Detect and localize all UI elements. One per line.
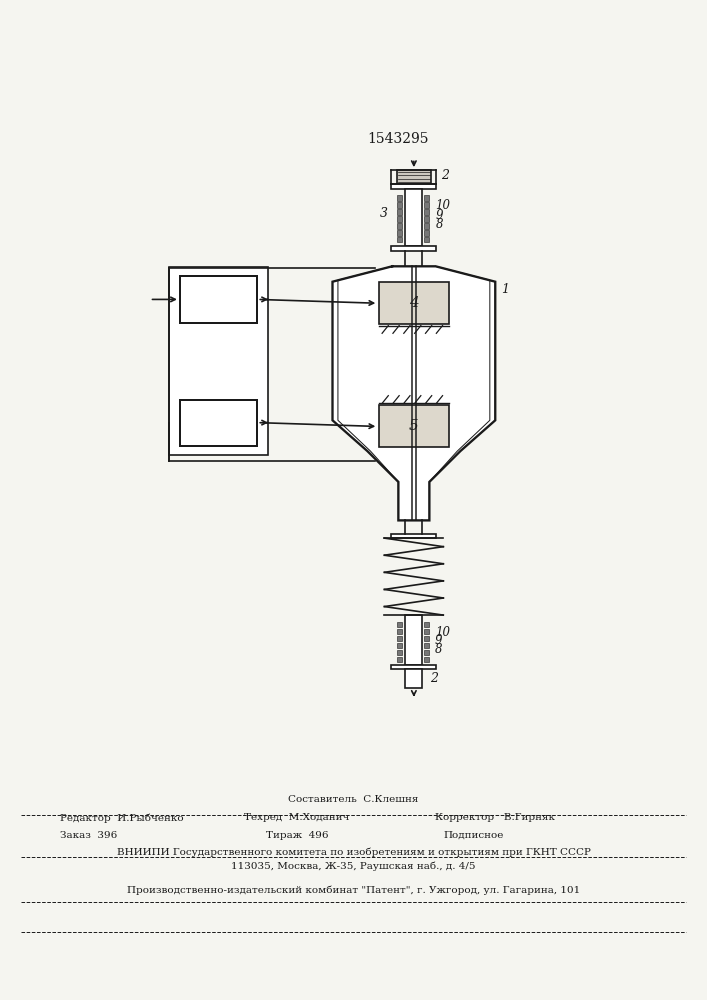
Text: 1: 1 (501, 283, 510, 296)
Bar (397, 195, 402, 201)
Text: Корректор   В.Гирняк: Корректор В.Гирняк (435, 814, 555, 822)
Text: 6: 6 (213, 290, 224, 308)
Text: 9: 9 (436, 209, 443, 222)
Text: 2: 2 (441, 169, 449, 182)
Text: Производственно-издательский комбинат "Патент", г. Ужгород, ул. Гагарина, 101: Производственно-издательский комбинат "П… (127, 885, 580, 895)
Text: Составитель  С.Клешня: Составитель С.Клешня (288, 796, 419, 804)
Bar (397, 650, 402, 655)
Text: 3: 3 (380, 207, 387, 220)
Text: 7: 7 (213, 414, 224, 432)
Bar (379, 405, 449, 447)
Bar (424, 216, 429, 222)
Bar (397, 202, 402, 208)
Text: 1543295: 1543295 (368, 132, 429, 146)
Bar (424, 237, 429, 242)
Bar (180, 276, 257, 323)
Bar (397, 170, 431, 184)
Bar (424, 622, 429, 627)
Text: 10: 10 (435, 626, 450, 639)
Bar (392, 665, 436, 669)
Text: 4: 4 (409, 296, 419, 310)
Bar (397, 643, 402, 648)
Text: Редактор  И.Рыбченко: Редактор И.Рыбченко (60, 813, 184, 823)
Bar (424, 629, 429, 634)
Text: 2: 2 (430, 672, 438, 685)
Bar (424, 643, 429, 648)
Bar (392, 184, 436, 189)
Bar (397, 230, 402, 235)
Text: 8: 8 (435, 643, 443, 656)
Bar (424, 195, 429, 201)
Bar (397, 216, 402, 222)
Bar (169, 267, 268, 455)
Bar (424, 209, 429, 215)
Bar (405, 189, 422, 246)
Bar (180, 400, 257, 446)
Bar (424, 650, 429, 655)
Text: 113035, Москва, Ж-35, Раушская наб., д. 4/5: 113035, Москва, Ж-35, Раушская наб., д. … (231, 861, 476, 871)
Bar (397, 629, 402, 634)
Text: ВНИИПИ Государственного комитета по изобретениям и открытиям при ГКНТ СССР: ВНИИПИ Государственного комитета по изоб… (117, 847, 590, 857)
Bar (424, 657, 429, 662)
Bar (424, 223, 429, 229)
Text: 5: 5 (409, 419, 419, 433)
Text: Техред  М.Ходанич: Техред М.Ходанич (244, 814, 350, 822)
Bar (424, 202, 429, 208)
Bar (424, 230, 429, 235)
Bar (424, 636, 429, 641)
Text: Тираж  496: Тираж 496 (266, 830, 328, 840)
Bar (397, 636, 402, 641)
Bar (392, 246, 436, 251)
Bar (405, 669, 422, 688)
Bar (397, 237, 402, 242)
Bar (405, 615, 422, 665)
Text: 8: 8 (436, 218, 443, 231)
Text: Подписное: Подписное (443, 830, 504, 840)
Text: 10: 10 (436, 199, 450, 212)
Bar (392, 534, 436, 538)
Bar (397, 622, 402, 627)
Bar (397, 223, 402, 229)
Text: Заказ  396: Заказ 396 (60, 830, 117, 840)
Bar (379, 282, 449, 324)
Text: 9: 9 (435, 634, 443, 647)
Polygon shape (332, 266, 495, 520)
Bar (397, 657, 402, 662)
Bar (397, 209, 402, 215)
